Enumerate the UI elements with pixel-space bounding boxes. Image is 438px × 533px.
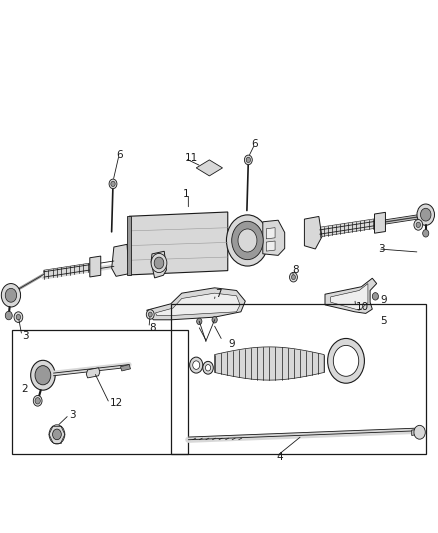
Circle shape — [33, 395, 42, 406]
Circle shape — [193, 361, 200, 369]
Circle shape — [53, 429, 61, 440]
Circle shape — [53, 430, 61, 439]
Polygon shape — [129, 212, 228, 275]
Circle shape — [290, 272, 297, 282]
Circle shape — [16, 314, 21, 320]
Circle shape — [49, 425, 65, 444]
Circle shape — [31, 360, 55, 390]
Circle shape — [333, 345, 359, 376]
Polygon shape — [120, 365, 131, 371]
Circle shape — [148, 312, 152, 317]
Circle shape — [226, 215, 268, 266]
Circle shape — [420, 208, 431, 221]
Text: 1: 1 — [183, 189, 189, 199]
Polygon shape — [196, 160, 223, 176]
Circle shape — [414, 220, 423, 230]
Polygon shape — [263, 220, 285, 255]
Polygon shape — [112, 244, 129, 276]
Polygon shape — [90, 256, 101, 277]
Text: 8: 8 — [293, 265, 299, 275]
Circle shape — [244, 155, 252, 165]
Polygon shape — [374, 212, 385, 233]
Text: 9: 9 — [229, 339, 235, 349]
Circle shape — [423, 230, 429, 237]
Circle shape — [109, 179, 117, 189]
Circle shape — [238, 229, 257, 252]
Text: 2: 2 — [21, 384, 28, 394]
Polygon shape — [147, 288, 245, 320]
Circle shape — [151, 253, 167, 272]
Circle shape — [146, 310, 154, 319]
Polygon shape — [304, 216, 322, 249]
Circle shape — [212, 317, 217, 323]
Text: 12: 12 — [110, 399, 123, 408]
Circle shape — [5, 311, 12, 320]
Circle shape — [111, 181, 115, 187]
Polygon shape — [127, 216, 131, 275]
Text: 3: 3 — [378, 244, 385, 254]
Polygon shape — [325, 278, 377, 313]
Polygon shape — [155, 293, 240, 316]
Text: 9: 9 — [380, 295, 387, 305]
Polygon shape — [266, 241, 275, 251]
Polygon shape — [331, 284, 368, 310]
Circle shape — [190, 357, 203, 373]
Circle shape — [414, 425, 425, 439]
Circle shape — [232, 221, 263, 260]
Circle shape — [14, 312, 23, 322]
Polygon shape — [44, 262, 96, 279]
Text: 8: 8 — [149, 323, 155, 333]
Circle shape — [35, 398, 40, 404]
Text: 3: 3 — [22, 331, 28, 341]
Text: 6: 6 — [116, 150, 123, 159]
Text: 10: 10 — [356, 302, 369, 312]
Circle shape — [205, 365, 211, 371]
Circle shape — [35, 366, 51, 385]
Text: 6: 6 — [251, 139, 258, 149]
Polygon shape — [151, 251, 166, 278]
Circle shape — [1, 284, 21, 307]
Circle shape — [154, 257, 164, 269]
Polygon shape — [86, 368, 100, 378]
Circle shape — [292, 275, 296, 279]
Circle shape — [416, 222, 420, 228]
Circle shape — [5, 288, 17, 302]
Text: 4: 4 — [276, 452, 283, 462]
Text: 5: 5 — [380, 316, 387, 326]
Circle shape — [203, 361, 213, 374]
Polygon shape — [412, 429, 424, 435]
Circle shape — [417, 204, 434, 225]
Polygon shape — [215, 347, 324, 380]
Circle shape — [246, 157, 251, 163]
Polygon shape — [266, 228, 275, 239]
Text: 7: 7 — [215, 289, 222, 299]
Circle shape — [197, 318, 202, 325]
Circle shape — [372, 293, 378, 300]
Text: 11: 11 — [185, 154, 198, 163]
Polygon shape — [320, 219, 377, 237]
Text: 3: 3 — [69, 410, 76, 419]
Circle shape — [328, 338, 364, 383]
